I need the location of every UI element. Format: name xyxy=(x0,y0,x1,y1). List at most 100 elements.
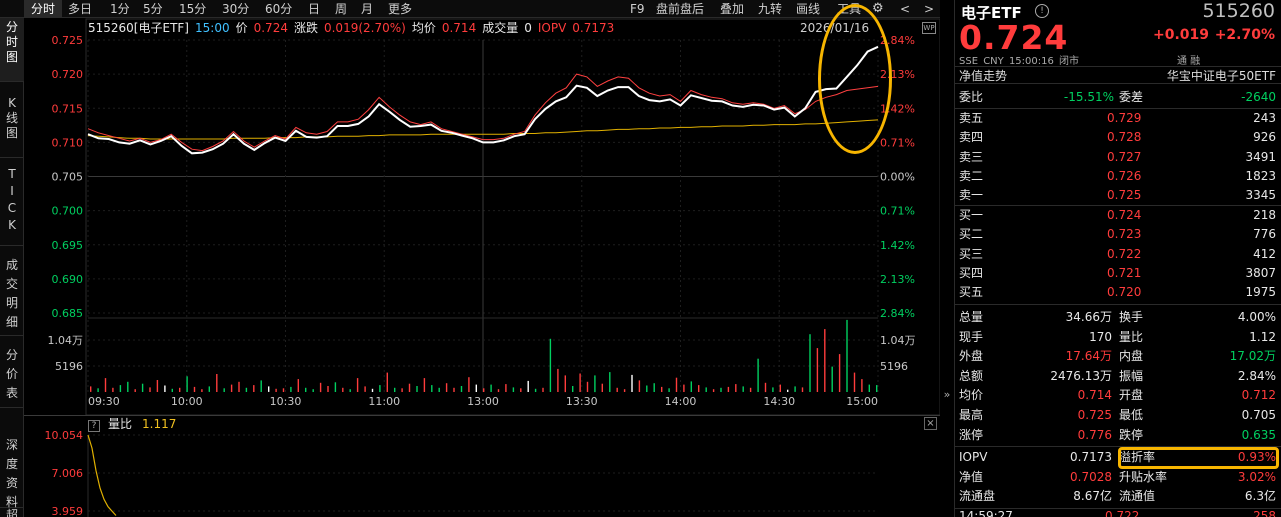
volume-bar xyxy=(623,389,626,392)
tab-5min[interactable]: 5分 xyxy=(143,2,163,16)
volume-bar xyxy=(683,384,685,392)
volume-bar xyxy=(653,383,655,392)
ask-price: 0.728 xyxy=(1107,130,1142,145)
nav-label: 成交明细 xyxy=(6,258,19,329)
help-icon[interactable]: ? xyxy=(88,420,100,432)
overlay-button[interactable]: 叠加 xyxy=(720,2,745,16)
volume-bar xyxy=(661,386,663,392)
nav-more[interactable]: 超 xyxy=(0,508,24,517)
ask-volume: 3345 xyxy=(1245,188,1276,203)
tab-60min[interactable]: 60分 xyxy=(265,2,293,16)
volume-bar xyxy=(379,385,381,392)
view-switcher: 分时图 K线图 TICK 成交明细 分价表 深度资料 超 xyxy=(0,18,24,517)
stat-value: 170 xyxy=(1089,329,1112,344)
bid-level-label: 买四 xyxy=(959,265,984,280)
intraday-chart[interactable]: 0.725 2.84% 0.720 2.13% 0.715 1.42% 0.710 0.71%… xyxy=(0,0,940,517)
volume-bar xyxy=(90,386,92,392)
stat-label: 均价 xyxy=(959,388,984,403)
stat-row: 外盘 17.64万 内盘 17.02万 xyxy=(955,347,1281,366)
divider xyxy=(955,508,1281,509)
volume-bar xyxy=(349,389,351,392)
tab-day[interactable]: 日 xyxy=(308,2,321,16)
stat-value: 4.00% xyxy=(1237,310,1276,324)
y-tick-label: 0.720 xyxy=(52,68,84,81)
volume-bar xyxy=(401,388,403,392)
volume-bar xyxy=(831,366,833,392)
volume-bar xyxy=(112,387,114,392)
ratio-tick-label: 3.959 xyxy=(52,505,84,517)
nav-trend-bar[interactable]: 净值走势 华宝中证电子50ETF xyxy=(955,66,1281,84)
iopv-label: IOPV xyxy=(537,21,567,35)
volume-bar xyxy=(460,386,463,392)
nav-intraday-chart[interactable]: 分时图 xyxy=(0,18,24,82)
volume-bar xyxy=(149,387,151,392)
volume-bar xyxy=(816,348,819,392)
volume-bar xyxy=(342,387,344,392)
nav-trade-details[interactable]: 成交明细 xyxy=(0,256,24,336)
bid-level-row: 买五 0.720 1975 xyxy=(955,283,1281,302)
bid-level-row: 买一 0.724 218 xyxy=(955,206,1281,225)
volume-bar xyxy=(764,382,767,393)
volume-tick-label: 1.04万 xyxy=(48,334,84,347)
tab-15min[interactable]: 15分 xyxy=(179,2,207,16)
volume-bar xyxy=(668,388,670,392)
ask-level-row: 卖二 0.726 1823 xyxy=(955,167,1281,186)
x-tick-label: 13:00 xyxy=(467,395,499,408)
close-icon[interactable]: × xyxy=(924,417,937,430)
volume-bar xyxy=(505,384,507,392)
volume-bar xyxy=(268,386,270,392)
nav-label: 超 xyxy=(5,508,18,517)
volume-bar xyxy=(394,387,396,392)
tab-week[interactable]: 周 xyxy=(335,2,348,16)
volume-bar xyxy=(334,382,337,392)
volume-bar xyxy=(772,387,774,392)
td-sequential-button[interactable]: 九转 xyxy=(758,2,783,16)
info-icon[interactable]: ! xyxy=(1035,4,1049,18)
volume-bar xyxy=(371,388,374,392)
wp-icon[interactable]: WP xyxy=(922,22,936,34)
nav-kline-chart[interactable]: K线图 xyxy=(0,96,24,158)
tab-30min[interactable]: 30分 xyxy=(222,2,250,16)
tab-1min[interactable]: 1分 xyxy=(110,2,130,16)
ask-level-label: 卖一 xyxy=(959,188,984,203)
tab-month[interactable]: 月 xyxy=(361,2,374,16)
nav-tick[interactable]: TICK xyxy=(0,166,24,246)
x-tick-label: 13:30 xyxy=(566,395,598,408)
tab-more[interactable]: 更多 xyxy=(388,2,413,16)
volume-bar xyxy=(416,386,418,392)
volume-bar xyxy=(164,385,166,392)
stat-label: IOPV xyxy=(959,450,988,464)
bid-level-label: 买三 xyxy=(959,246,984,261)
volume-ratio-label: 量比 xyxy=(108,417,133,431)
chevron-left-icon[interactable]: < xyxy=(900,2,911,16)
x-tick-label: 14:00 xyxy=(665,395,697,408)
volume-bar xyxy=(431,385,433,392)
y-tick-label: 0.690 xyxy=(52,273,84,286)
chevron-right-icon[interactable]: > xyxy=(924,2,935,16)
drawing-button[interactable]: 画线 xyxy=(796,2,821,16)
ask-volume: 3491 xyxy=(1245,149,1276,164)
volume-bar xyxy=(319,382,322,393)
premium-rate-highlight xyxy=(1118,447,1279,469)
stat-label: 内盘 xyxy=(1119,349,1144,364)
divider xyxy=(955,304,1281,305)
stat-label: 量比 xyxy=(1119,329,1144,344)
pre-post-market-button[interactable]: 盘前盘后 xyxy=(656,2,705,16)
tab-intraday[interactable]: 分时 xyxy=(24,0,62,18)
nav-price-distribution[interactable]: 分价表 xyxy=(0,346,24,408)
tick-price: 0.722 xyxy=(1105,509,1140,517)
stat-row: 均价 0.714 开盘 0.712 xyxy=(955,386,1281,405)
stat-label: 涨停 xyxy=(959,427,984,442)
y-tick-right-label: 0.71% xyxy=(880,205,915,218)
volume-bar xyxy=(97,388,99,392)
tab-multi-day[interactable]: 多日 xyxy=(68,2,93,16)
nav-depth-data[interactable]: 深度资料 xyxy=(0,436,24,509)
stat-row: 涨停 0.776 跌停 0.635 xyxy=(955,426,1281,445)
order-diff-label: 委差 xyxy=(1119,90,1144,104)
volume-tick-label: 5196 xyxy=(55,360,83,373)
gear-icon[interactable]: ⚙ xyxy=(872,1,884,16)
bid-level-row: 买三 0.722 412 xyxy=(955,245,1281,264)
price-change: +0.019 xyxy=(1153,27,1210,43)
collapse-panel-icon[interactable]: » xyxy=(943,388,951,401)
f9-button[interactable]: F9 xyxy=(630,2,645,16)
